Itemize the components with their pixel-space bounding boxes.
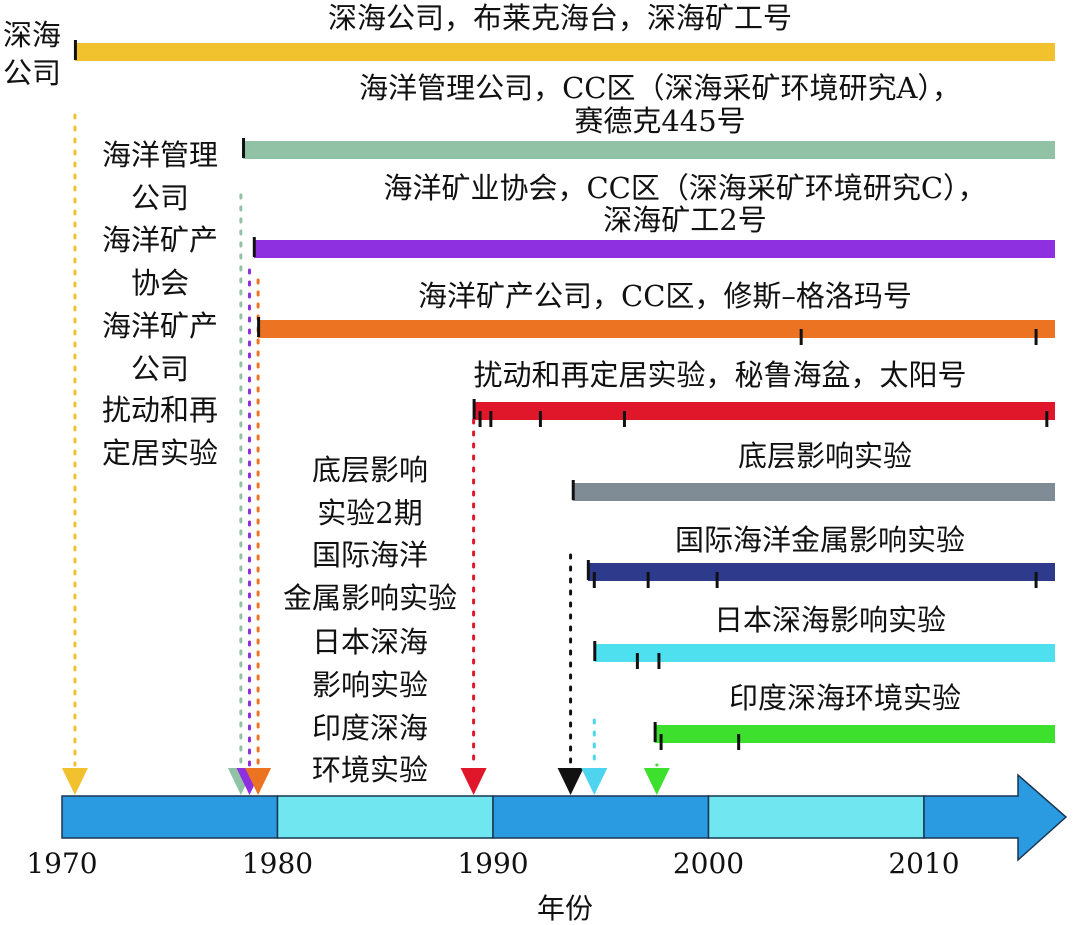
program-bar xyxy=(74,43,1056,61)
event-tick xyxy=(635,653,639,669)
program-label: 深海公司，布莱克海台，深海矿工号 xyxy=(328,1,792,35)
side-label: 公司 xyxy=(131,181,189,215)
side-label: 底层影响 xyxy=(312,453,428,487)
event-tick xyxy=(538,411,542,427)
program-label: 海洋矿产公司，CC区，修斯–格洛玛号 xyxy=(418,279,912,313)
side-label: 环境实验 xyxy=(312,753,428,787)
axis-tick-label: 1990 xyxy=(457,847,528,880)
axis-tick-label: 2010 xyxy=(888,847,959,880)
side-label: 印度深海 xyxy=(312,711,428,745)
event-tick xyxy=(622,411,626,427)
start-arrow-icon xyxy=(581,768,608,795)
side-label: 影响实验 xyxy=(312,668,428,702)
side-label: 金属影响实验 xyxy=(283,581,457,615)
start-arrow-icon xyxy=(643,768,670,795)
axis-band-segment xyxy=(276,795,494,839)
program-labels: 深海公司，布莱克海台，深海矿工号海洋管理公司，CC区（深海采矿环境研究A），赛德… xyxy=(328,1,987,715)
axis-title: 年份 xyxy=(537,892,593,925)
start-tick xyxy=(257,317,261,337)
axis-tick-label: 1970 xyxy=(26,847,97,880)
event-tick xyxy=(799,329,803,345)
side-label: 公司 xyxy=(3,56,61,90)
event-tick xyxy=(657,653,661,669)
program-bar xyxy=(594,644,1055,662)
side-label: 实验2期 xyxy=(317,496,422,530)
side-label: 深海 xyxy=(3,18,61,52)
program-bar xyxy=(654,725,1055,743)
program-bar xyxy=(473,402,1056,420)
start-arrows xyxy=(61,768,670,795)
program-label: 底层影响实验 xyxy=(738,439,912,473)
start-tick xyxy=(593,641,597,661)
start-tick xyxy=(586,560,590,580)
axis-band-segment xyxy=(707,795,925,839)
program-label: 印度深海环境实验 xyxy=(729,681,961,715)
program-bar xyxy=(258,320,1056,338)
axis-band-segment xyxy=(61,795,279,839)
program-bar xyxy=(253,240,1056,258)
event-tick xyxy=(489,411,493,427)
program-label: 赛德克445号 xyxy=(574,104,745,138)
start-tick xyxy=(472,399,476,419)
program-bars xyxy=(73,40,1056,750)
program-bar xyxy=(243,141,1055,159)
side-label: 海洋矿产 xyxy=(102,309,218,343)
event-tick xyxy=(1034,572,1038,588)
program-label: 扰动和再定居实验，秘鲁海盆，太阳号 xyxy=(473,358,966,392)
start-tick xyxy=(571,480,575,500)
side-label: 定居实验 xyxy=(102,436,218,470)
event-tick xyxy=(1045,411,1049,427)
program-label: 深海矿工2号 xyxy=(603,203,766,237)
side-label: 扰动和再 xyxy=(102,393,218,427)
start-tick xyxy=(653,722,657,742)
start-arrow-icon xyxy=(460,768,487,795)
side-label: 协会 xyxy=(131,266,189,300)
start-arrow-icon xyxy=(245,768,272,795)
axis-band-segment xyxy=(492,795,710,839)
program-label: 国际海洋金属影响实验 xyxy=(675,523,965,557)
program-label: 海洋管理公司，CC区（深海采矿环境研究A）， xyxy=(359,71,961,105)
event-tick xyxy=(592,572,596,588)
side-label: 海洋管理 xyxy=(102,138,218,172)
event-tick xyxy=(1034,329,1038,345)
program-bar xyxy=(587,563,1055,581)
time-axis: 1970 1980 1990 2000 2010 xyxy=(26,773,1068,880)
side-label: 海洋矿产 xyxy=(102,223,218,257)
program-bar xyxy=(572,483,1055,501)
event-tick xyxy=(715,572,719,588)
start-tick xyxy=(73,40,77,60)
event-tick xyxy=(646,572,650,588)
side-label: 国际海洋 xyxy=(312,538,428,572)
axis-tick-label: 2000 xyxy=(673,847,744,880)
axis-tick-label: 1980 xyxy=(242,847,313,880)
event-tick xyxy=(659,734,663,750)
start-tick xyxy=(252,237,256,257)
program-label: 日本深海影响实验 xyxy=(714,603,946,637)
start-arrow-icon xyxy=(61,768,88,795)
event-tick xyxy=(478,411,482,427)
event-tick xyxy=(737,734,741,750)
side-label: 日本深海 xyxy=(312,625,428,659)
axis-arrow-icon xyxy=(923,773,1068,862)
side-label: 公司 xyxy=(131,352,189,386)
program-label: 海洋矿业协会，CC区（深海采矿环境研究C）， xyxy=(383,171,986,205)
dotted-guides xyxy=(73,113,659,767)
start-tick xyxy=(242,138,246,158)
start-arrow-icon xyxy=(557,768,584,795)
